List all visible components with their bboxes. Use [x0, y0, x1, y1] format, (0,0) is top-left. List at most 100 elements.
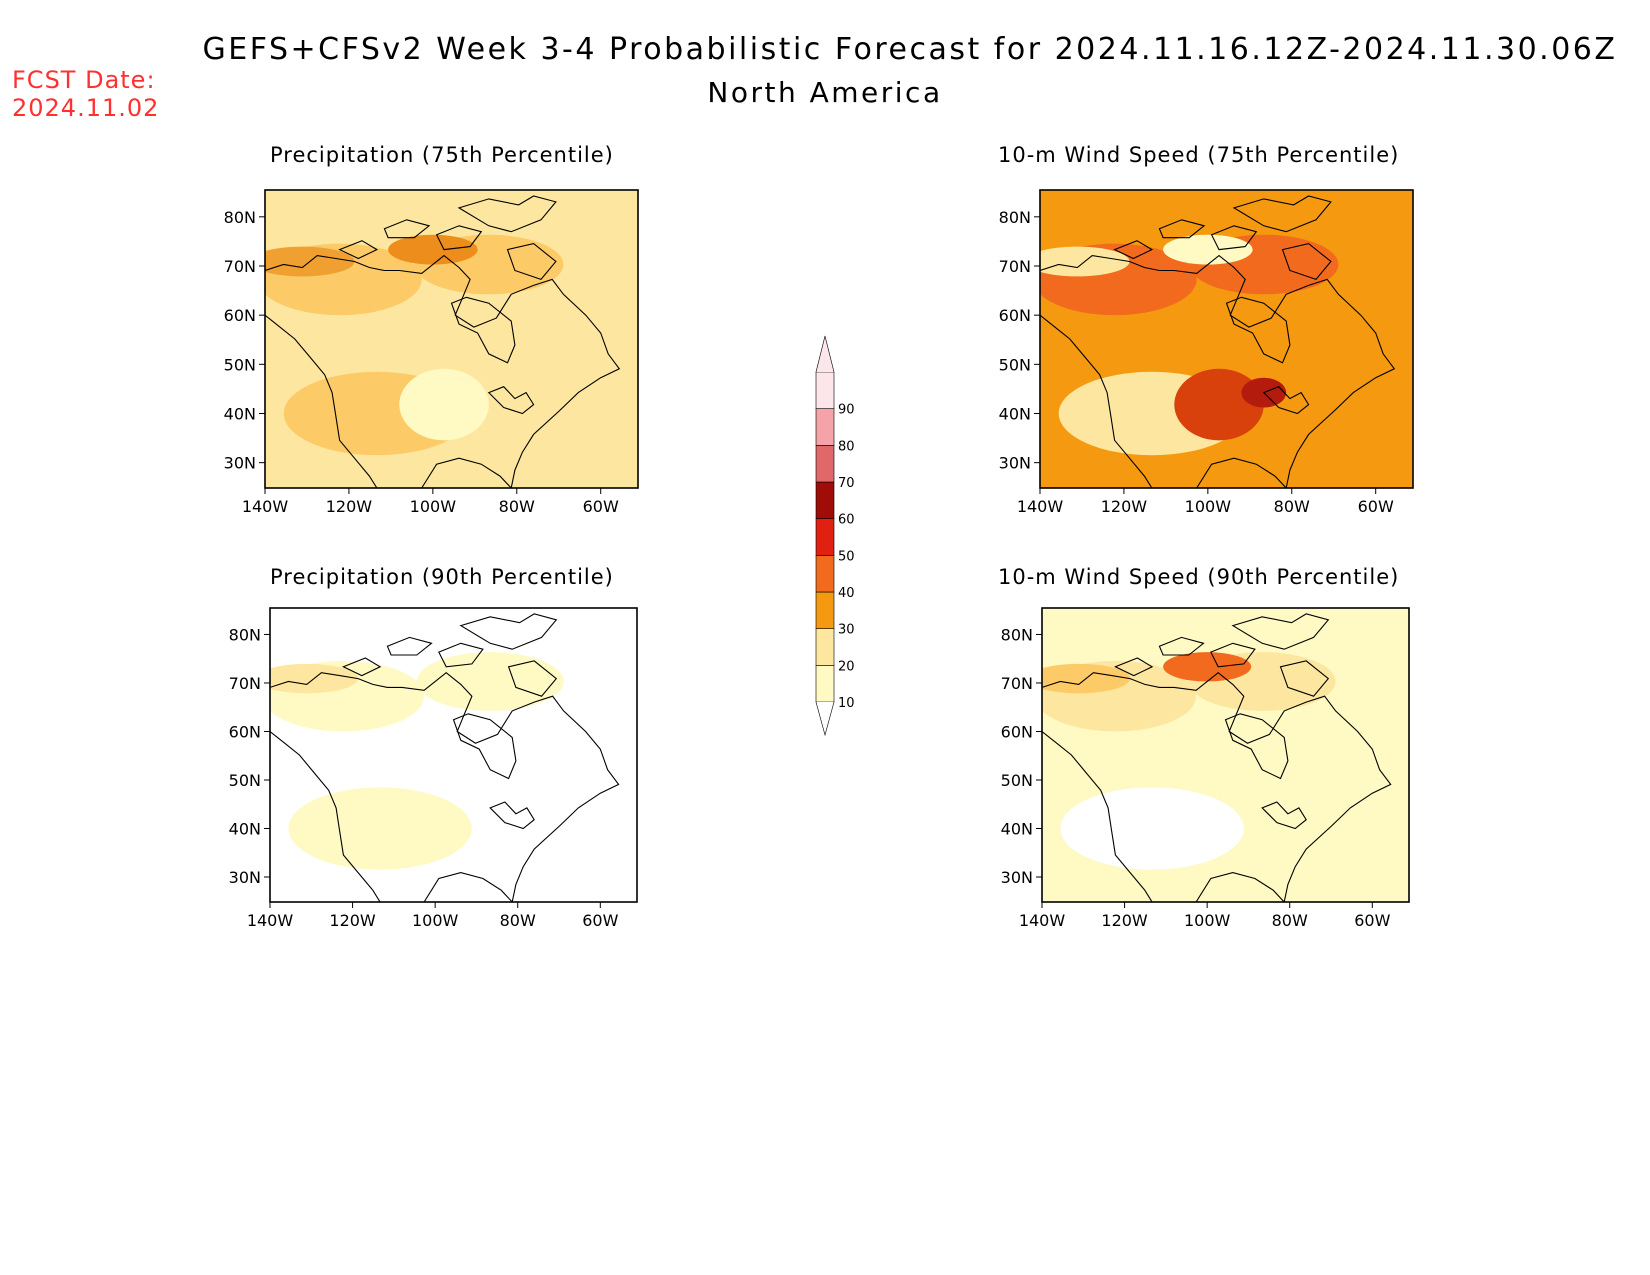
coastline	[459, 613, 558, 650]
colorbar-segment	[815, 591, 835, 629]
probability-region	[388, 234, 478, 265]
coastline	[1158, 636, 1205, 656]
coastline	[1262, 386, 1310, 415]
coastline	[423, 872, 513, 902]
coastline	[383, 219, 431, 239]
lon-tick-label: 60W	[582, 911, 618, 930]
coastline	[270, 671, 620, 902]
lon-tick-label: 80W	[500, 911, 536, 930]
lon-tick-label: 120W	[326, 497, 373, 516]
lon-tick-label: 60W	[583, 497, 619, 516]
probability-region	[1174, 368, 1264, 441]
colorbar-segment	[815, 371, 835, 409]
coastline	[1261, 801, 1307, 830]
coastline	[450, 296, 516, 364]
coastline	[1232, 195, 1332, 233]
lat-tick-label: 50N	[229, 771, 261, 790]
coastline	[1225, 296, 1291, 364]
lat-tick-label: 70N	[999, 257, 1031, 276]
lon-tick-label: 120W	[1101, 911, 1148, 930]
lat-tick-label: 70N	[229, 674, 261, 693]
coastline	[342, 657, 382, 677]
map-frame	[1041, 607, 1410, 903]
coastline	[265, 314, 378, 488]
colorbar-segment	[815, 628, 835, 666]
coastline	[1040, 314, 1153, 488]
lon-tick-label: 140W	[247, 911, 294, 930]
coastline	[506, 243, 557, 281]
lon-tick-label: 60W	[1354, 911, 1390, 930]
lon-tick-label: 100W	[1185, 497, 1232, 516]
lon-tick-label: 80W	[1274, 497, 1310, 516]
colorbar-label: 30	[838, 623, 855, 638]
coastline	[1113, 240, 1154, 260]
region-title: North America	[707, 76, 943, 109]
lat-tick-label: 50N	[1001, 771, 1033, 790]
map-frame	[264, 189, 639, 489]
colorbar-label: 40	[838, 586, 855, 601]
coastline	[270, 731, 381, 902]
lat-tick-label: 80N	[229, 625, 261, 644]
coastline	[1195, 872, 1285, 902]
lon-tick-label: 120W	[329, 911, 376, 930]
lat-tick-label: 70N	[1001, 674, 1033, 693]
coastline	[1042, 671, 1392, 902]
lat-tick-label: 40N	[1001, 820, 1033, 839]
colorbar-label: 60	[838, 513, 855, 528]
figure-title: GEFS+CFSv2 Week 3-4 Probabilistic Foreca…	[202, 32, 1618, 67]
probability-region	[1060, 787, 1244, 870]
probability-region	[1163, 234, 1253, 265]
colorbar-label: 80	[838, 439, 855, 454]
colorbar-bottom-cap	[815, 701, 835, 737]
coastline	[1279, 660, 1330, 697]
colorbar-top-cap	[815, 335, 835, 373]
lon-tick-label: 140W	[1017, 497, 1064, 516]
lon-tick-label: 60W	[1358, 497, 1394, 516]
coastline	[457, 195, 557, 233]
fcst-date-value: 2024.11.02	[12, 94, 160, 122]
probability-region	[288, 787, 472, 870]
coastline	[487, 386, 535, 415]
lat-tick-label: 80N	[1001, 625, 1033, 644]
coastline	[507, 660, 558, 697]
colorbar-segment	[815, 665, 835, 703]
coastline	[452, 713, 517, 780]
colorbar-label: 90	[838, 403, 855, 418]
panel-title-precip-75: Precipitation (75th Percentile)	[270, 143, 614, 167]
lat-tick-label: 50N	[999, 355, 1031, 374]
colorbar-label: 50	[838, 549, 855, 564]
coastline	[1224, 713, 1289, 780]
coastline	[1210, 225, 1258, 251]
lon-tick-label: 120W	[1101, 497, 1148, 516]
colorbar-segment	[815, 518, 835, 556]
lat-tick-label: 30N	[999, 454, 1031, 473]
coastline	[1210, 642, 1256, 668]
lon-tick-label: 100W	[410, 497, 457, 516]
coastline	[1042, 731, 1153, 902]
colorbar-segment	[815, 408, 835, 446]
lat-tick-label: 50N	[224, 355, 256, 374]
lat-tick-label: 40N	[229, 820, 261, 839]
map-frame	[1039, 189, 1414, 489]
lon-tick-label: 80W	[1272, 911, 1308, 930]
lat-tick-label: 30N	[229, 868, 261, 887]
colorbar-label: 70	[838, 476, 855, 491]
panel-title-wind-75: 10-m Wind Speed (75th Percentile)	[998, 143, 1400, 167]
coastline	[438, 642, 484, 668]
colorbar-segment	[815, 445, 835, 483]
lat-tick-label: 40N	[999, 405, 1031, 424]
colorbar-label: 20	[838, 659, 855, 674]
probability-region	[399, 368, 489, 441]
lat-tick-label: 60N	[229, 722, 261, 741]
coastline	[489, 801, 535, 830]
coastline	[338, 240, 379, 260]
coastline	[1158, 219, 1206, 239]
lat-tick-label: 70N	[224, 257, 256, 276]
lon-tick-label: 100W	[1184, 911, 1231, 930]
colorbar-segment	[815, 555, 835, 593]
lat-tick-label: 80N	[224, 208, 256, 227]
coastline	[1281, 243, 1332, 281]
